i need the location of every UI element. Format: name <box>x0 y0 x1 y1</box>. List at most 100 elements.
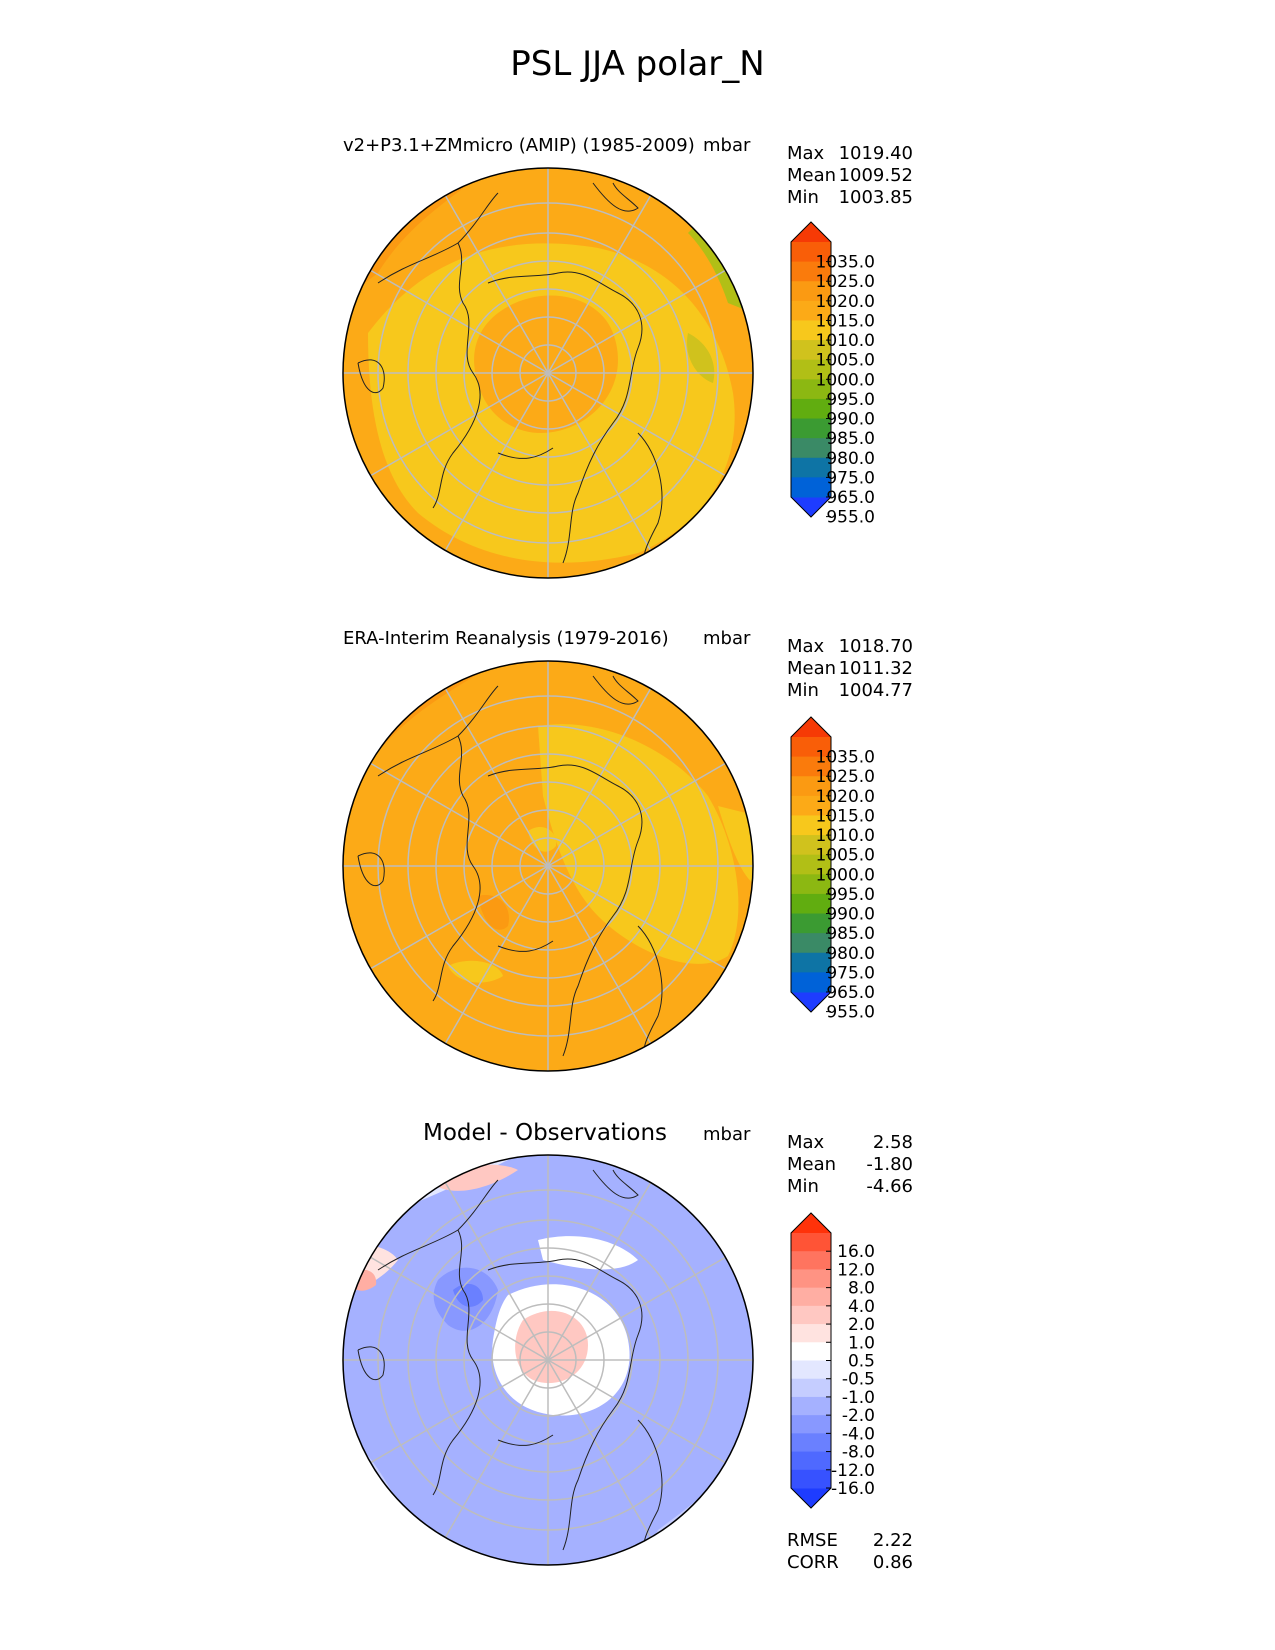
stat-label: Mean <box>787 1154 837 1175</box>
colorbar-tick-label: -8.0 <box>842 1443 875 1463</box>
colorbar-tick-label: 965.0 <box>826 488 875 508</box>
colorbar-segment <box>791 1415 831 1434</box>
stat-min-value: -4.66 <box>866 1176 913 1197</box>
meridian-line <box>547 1256 727 1361</box>
colorbar-segment <box>791 933 831 954</box>
colorbar-tick-label: 1005.0 <box>816 846 875 866</box>
meridian-line <box>547 372 727 477</box>
coastline <box>497 940 554 952</box>
colorbar-tick-label: 1010.0 <box>816 331 875 351</box>
colorbar-segment <box>791 438 831 459</box>
meridian-line <box>444 1359 549 1539</box>
colorbar-tick-label: 4.0 <box>848 1297 875 1317</box>
meridian-line <box>369 865 549 970</box>
stat-label: Min <box>787 187 819 208</box>
metric-corr-value: 0.86 <box>872 1552 913 1573</box>
colorbar-segment <box>791 737 831 758</box>
colorbar-tick-label: 975.0 <box>826 468 875 488</box>
coastline <box>357 1346 385 1381</box>
colorbar-segment <box>791 913 831 934</box>
colorbar-segment <box>791 1251 831 1270</box>
metric-rmse-value: 2.22 <box>872 1530 913 1551</box>
colorbar-segment <box>791 952 831 973</box>
stat-label: Max <box>787 143 825 164</box>
colorbar-tick-label: 1015.0 <box>816 806 875 826</box>
contour-region <box>687 333 715 383</box>
stat-mean-value: 1009.52 <box>838 165 913 186</box>
metric-label: RMSE <box>787 1530 838 1551</box>
colorbar-segment <box>791 972 831 993</box>
colorbar-segment <box>791 1287 831 1307</box>
colorbar-tick-label: 1020.0 <box>816 292 875 312</box>
meridian-line <box>369 762 549 867</box>
panel-3-colorbar: 16.012.08.04.02.01.00.5-0.5-1.0-2.0-4.0-… <box>790 1212 875 1509</box>
map-border <box>342 1154 754 1566</box>
map-border <box>342 167 754 579</box>
panel-3-metrics: RMSE 2.22 CORR 0.86 <box>787 1530 913 1574</box>
colorbar-segment <box>791 1269 831 1289</box>
panel-2-polar-map <box>342 660 754 1072</box>
meridian-line <box>547 269 727 374</box>
stat-label: Max <box>787 1132 825 1153</box>
colorbar-tick-label: 1025.0 <box>816 767 875 787</box>
colorbar-extend-min <box>791 992 831 1012</box>
coastline <box>497 1434 554 1446</box>
contour-region <box>538 1236 638 1270</box>
meridian-line <box>547 687 652 867</box>
coastline <box>497 447 554 459</box>
colorbar-segment <box>791 756 831 777</box>
meridian-line <box>547 194 652 374</box>
coastline <box>487 764 643 1057</box>
panel-2-title: ERA-Interim Reanalysis (1979-2016) <box>343 628 669 649</box>
coastline <box>592 182 639 212</box>
stat-max-value: 2.58 <box>872 1132 913 1153</box>
map-border <box>342 660 754 1072</box>
panel-3-stats: Max 2.58 Mean -1.80 Min -4.66 <box>787 1132 913 1198</box>
stat-label: Min <box>787 1176 819 1197</box>
colorbar-extend-min <box>791 1488 831 1508</box>
colorbar-segment <box>791 340 831 361</box>
colorbar-segment <box>791 1360 831 1380</box>
meridian-line <box>444 687 549 867</box>
colorbar-segment <box>791 359 831 380</box>
colorbar-tick-label: 955.0 <box>826 508 875 528</box>
meridian-line <box>547 865 727 970</box>
colorbar-segment <box>791 261 831 282</box>
stat-min-value: 1003.85 <box>838 187 913 208</box>
coastline <box>377 192 499 509</box>
colorbar-segment <box>791 1233 831 1252</box>
colorbar-segment <box>791 1469 831 1489</box>
colorbar-tick-label: 995.0 <box>826 390 875 410</box>
colorbar-segment <box>791 242 831 263</box>
stat-label: Max <box>787 636 825 657</box>
colorbar-tick-label: 980.0 <box>826 944 875 964</box>
contour-region <box>478 895 509 930</box>
coastline <box>357 852 385 887</box>
colorbar-tick-label: 0.5 <box>848 1352 875 1372</box>
stat-label: Mean <box>787 165 837 186</box>
panel-1-title: v2+P3.1+ZMmicro (AMIP) (1985-2009) <box>343 135 695 156</box>
colorbar-tick-label: 985.0 <box>826 924 875 944</box>
meridian-line <box>444 372 549 552</box>
colorbar-tick-label: 1025.0 <box>816 272 875 292</box>
colorbar-tick-label: 990.0 <box>826 905 875 925</box>
figure-title: PSL JJA polar_N <box>510 44 765 84</box>
colorbar-segment <box>791 1342 831 1361</box>
panel-1-polar-map <box>342 167 754 579</box>
contour-region <box>528 826 557 852</box>
colorbar-tick-label: 985.0 <box>826 429 875 449</box>
panel-3-title: Model - Observations <box>423 1120 668 1146</box>
coastline <box>357 359 385 394</box>
colorbar-segment <box>791 1396 831 1416</box>
colorbar-segment <box>791 418 831 439</box>
panel-1-units: mbar <box>703 135 751 156</box>
colorbar-tick-label: -1.0 <box>842 1388 875 1408</box>
meridian-line <box>369 372 549 477</box>
stat-max-value: 1019.40 <box>838 143 913 164</box>
panel-3-units: mbar <box>703 1124 751 1145</box>
colorbar-segment <box>791 300 831 321</box>
meridian-line <box>547 1359 652 1539</box>
colorbar-tick-label: 975.0 <box>826 963 875 983</box>
colorbar-tick-label: -12.0 <box>831 1461 875 1481</box>
colorbar-segment <box>791 477 831 498</box>
